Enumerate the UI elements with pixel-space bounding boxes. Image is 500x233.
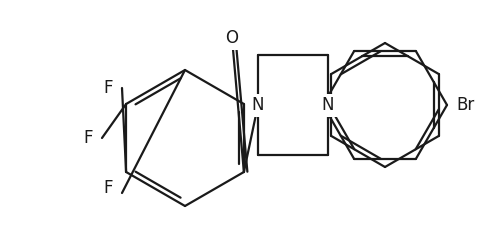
Text: F: F — [83, 129, 93, 147]
Text: Br: Br — [456, 96, 474, 114]
Text: O: O — [226, 29, 238, 47]
Text: N: N — [252, 96, 264, 114]
Text: F: F — [104, 79, 113, 97]
Text: F: F — [104, 179, 113, 197]
Text: N: N — [322, 96, 334, 114]
